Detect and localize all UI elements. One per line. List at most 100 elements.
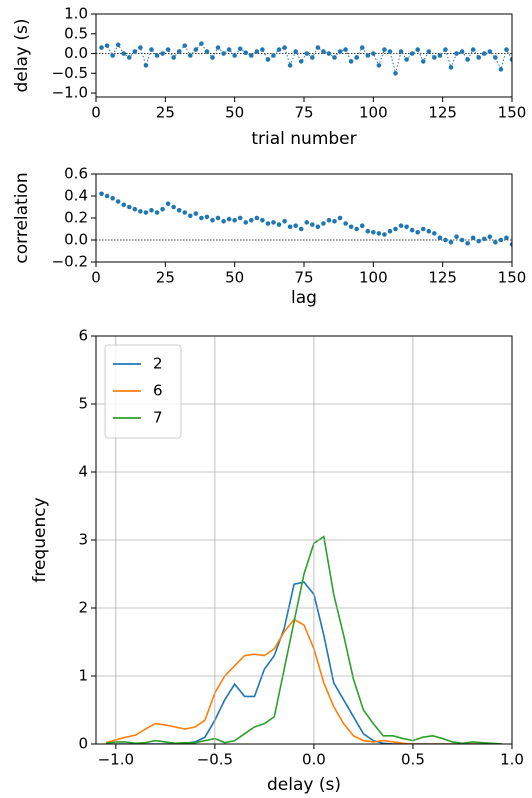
point <box>226 47 232 52</box>
plot-area <box>105 535 503 744</box>
point <box>343 221 348 226</box>
point <box>154 53 160 58</box>
point <box>409 227 415 233</box>
y-tick-label: 0 <box>78 735 88 753</box>
point <box>509 242 512 247</box>
x-tick-label: −0.5 <box>197 751 233 769</box>
point <box>293 223 298 228</box>
point <box>160 51 165 56</box>
point <box>359 45 365 50</box>
point <box>376 63 382 68</box>
point <box>348 59 354 64</box>
point <box>465 57 470 62</box>
point <box>215 215 221 221</box>
point <box>432 55 437 60</box>
point <box>154 210 160 215</box>
point <box>459 237 465 243</box>
point <box>420 226 426 232</box>
point <box>243 220 249 225</box>
point <box>138 45 143 50</box>
point <box>454 51 459 56</box>
point <box>199 215 204 221</box>
axes-frame <box>95 13 513 98</box>
point <box>470 47 476 52</box>
point <box>232 217 237 223</box>
point <box>99 45 104 50</box>
point <box>110 195 115 201</box>
point <box>260 47 265 52</box>
y-tick-label: 0.0 <box>64 44 88 62</box>
legend-label: 6 <box>153 382 163 400</box>
point <box>382 47 387 52</box>
point <box>282 219 287 224</box>
point <box>171 204 176 210</box>
point <box>409 51 415 56</box>
y-tick-label: 6 <box>78 327 88 345</box>
point <box>321 221 326 226</box>
point <box>404 57 409 62</box>
y-tick-label: 1 <box>78 667 88 685</box>
point <box>465 241 470 246</box>
point <box>221 219 226 224</box>
point <box>210 217 215 223</box>
x-tick-label: 125 <box>428 269 457 287</box>
point <box>365 228 371 234</box>
x-axis-label: lag <box>291 288 317 308</box>
legend-box <box>104 344 182 439</box>
point <box>199 41 204 46</box>
point <box>138 209 143 214</box>
point <box>304 51 310 56</box>
point <box>132 49 138 54</box>
x-tick-label: 75 <box>294 104 313 122</box>
point <box>326 217 332 223</box>
x-tick-label: 0.0 <box>302 751 326 769</box>
point <box>249 217 254 223</box>
point <box>398 49 404 54</box>
y-tick-label: 0.4 <box>64 187 88 205</box>
series-line <box>105 581 503 744</box>
point <box>287 224 293 230</box>
point <box>476 55 482 60</box>
point <box>104 43 110 48</box>
x-axis-label: delay (s) <box>267 775 341 795</box>
point <box>226 216 232 222</box>
point <box>143 63 149 68</box>
point <box>215 45 221 50</box>
point <box>210 55 215 60</box>
point <box>481 51 487 56</box>
point <box>398 223 404 228</box>
point <box>165 47 171 52</box>
x-tick-label: 25 <box>156 104 175 122</box>
x-tick-label: 25 <box>156 269 175 287</box>
point <box>376 231 382 236</box>
x-tick-label: −1.0 <box>98 751 134 769</box>
point <box>276 47 282 52</box>
point <box>243 50 249 56</box>
point <box>143 210 149 215</box>
x-tick-label: 100 <box>359 104 388 122</box>
point <box>187 213 193 219</box>
y-axis-label: correlation <box>12 172 32 263</box>
point <box>276 222 282 227</box>
y-tick-label: −1.0 <box>52 84 88 102</box>
point <box>182 210 188 215</box>
point <box>187 53 193 58</box>
x-tick-label: 125 <box>428 104 457 122</box>
y-axis-label: frequency <box>30 497 50 582</box>
point <box>287 63 293 68</box>
x-tick-label: 150 <box>498 104 527 122</box>
point <box>271 220 276 225</box>
point <box>454 234 459 239</box>
point <box>193 47 199 52</box>
point <box>493 55 498 60</box>
point <box>470 235 476 241</box>
point <box>104 193 110 199</box>
point <box>132 206 138 212</box>
series-line <box>105 618 503 744</box>
point <box>448 239 454 245</box>
y-tick-label: 0.0 <box>64 231 88 249</box>
point <box>315 224 321 230</box>
point <box>298 59 304 64</box>
x-tick-label: 100 <box>359 269 388 287</box>
point <box>415 230 421 235</box>
